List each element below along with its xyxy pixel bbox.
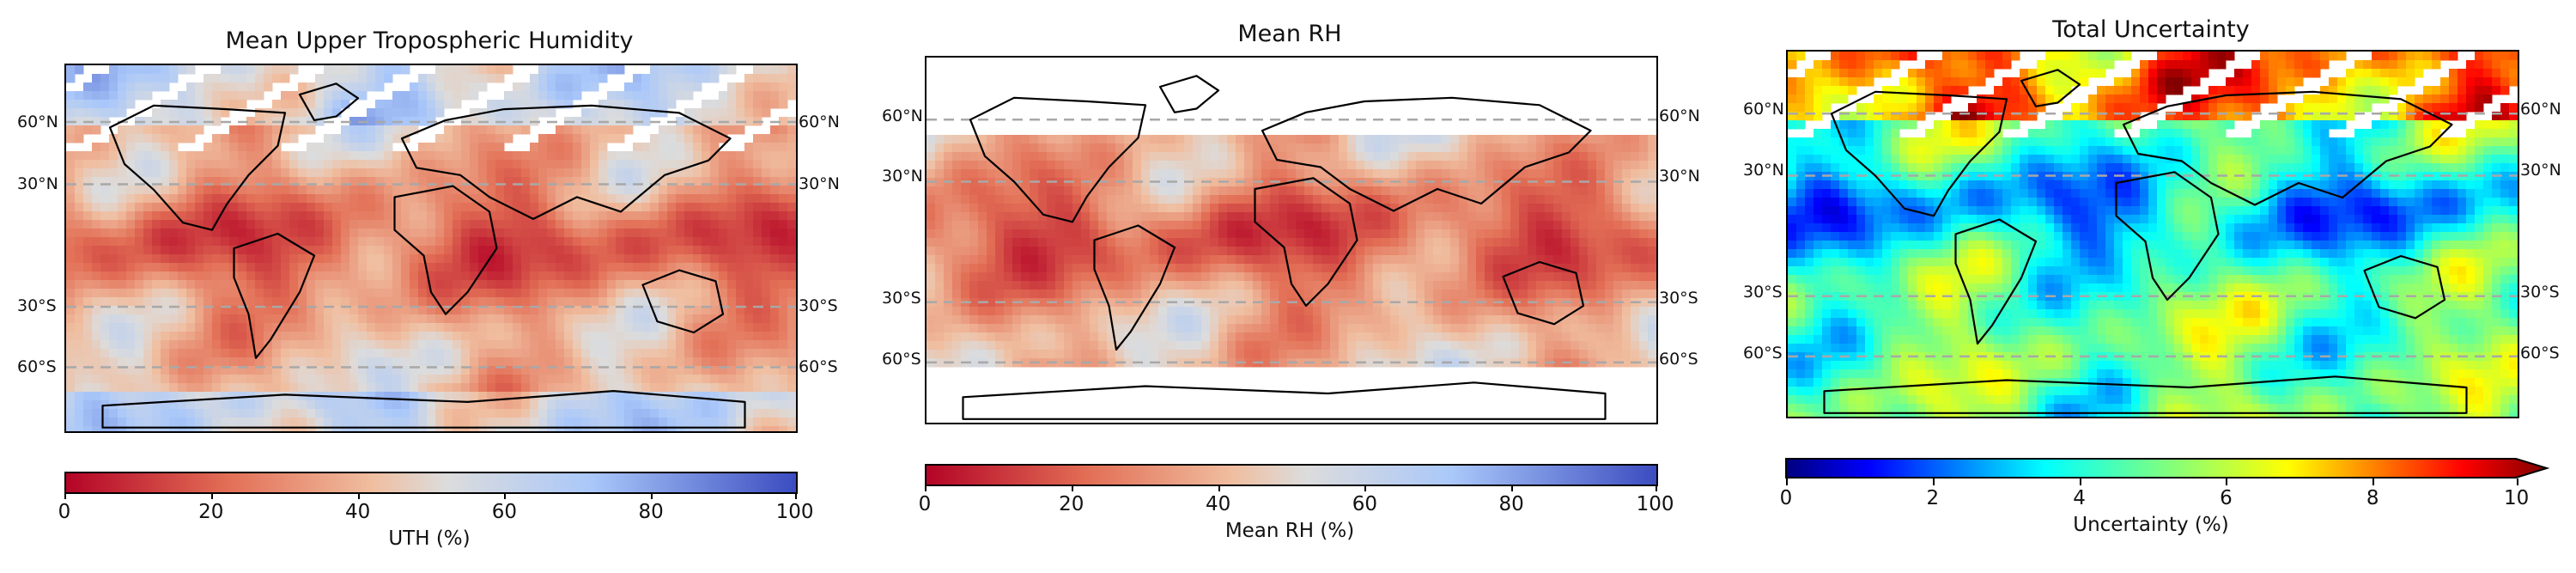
colorbar-tick: 6 [2220, 487, 2233, 509]
colorbar-label: Uncertainty (%) [2073, 514, 2229, 536]
map-area [1786, 50, 2519, 418]
lat-label-60n-right: 60°N [2520, 100, 2561, 119]
colorbar-ticks: 0 2 4 6 8 10 [1780, 479, 2529, 509]
panel-title: Mean RH [1237, 21, 1342, 47]
colorbar-tick: 2 [1926, 487, 1940, 509]
lat-label-30s-right: 30°S [799, 296, 838, 315]
colorbar-ticks: 0 20 40 60 80 100 [58, 492, 814, 523]
colorbar-tick: 20 [1059, 493, 1084, 515]
uncertainty-map-panel: Total Uncertainty 60°N 30°N 30°S 60°S 60… [1717, 0, 2576, 573]
lat-label-60s-left: 60°S [17, 357, 57, 376]
uncertainty-colorbar [1785, 458, 2550, 479]
colorbar-tick: 10 [2503, 487, 2530, 509]
mean-rh-map-panel: Mean RH 60°N 30°N 30°S 60°S 60°N 30°N 30… [859, 0, 1717, 573]
lat-label-60n-right: 60°N [1659, 107, 1700, 125]
mean-rh-colorbar [925, 464, 1658, 486]
colorbar-tick: 0 [1779, 487, 1793, 509]
uth-map [66, 65, 796, 431]
lat-label-60n-left: 60°N [882, 107, 923, 125]
colorbar-tick: 80 [1498, 493, 1524, 515]
uncertainty-map [1788, 52, 2518, 417]
colorbar-tick: 20 [198, 501, 224, 523]
lat-label-30s-left: 30°S [882, 289, 921, 308]
colorbar-ticks: 0 20 40 60 80 100 [919, 485, 1674, 515]
lat-label-60s-right: 60°S [799, 357, 838, 376]
lat-label-30n-right: 30°N [1659, 167, 1700, 186]
map-area [64, 64, 798, 433]
lat-label-60s-right: 60°S [2520, 344, 2560, 363]
colorbar-tick: 100 [775, 501, 814, 523]
lat-label-30n-right: 30°N [799, 174, 840, 193]
lat-label-60s-left: 60°S [882, 350, 921, 369]
colorbar-tick: 8 [2366, 487, 2379, 509]
uth-colorbar [64, 472, 798, 494]
lat-label-30n-left: 30°N [882, 167, 923, 186]
colorbar-tick: 40 [344, 501, 371, 523]
colorbar-label: Mean RH (%) [1224, 520, 1355, 542]
colorbar-tick: 100 [1636, 493, 1674, 515]
colorbar-tick: 4 [2073, 487, 2086, 509]
lat-label-30s-right: 30°S [2520, 283, 2560, 302]
uth-map-panel: Mean Upper Tropospheric Humidity 60°N 30… [0, 0, 859, 573]
colorbar-tick: 60 [491, 501, 518, 523]
lat-label-60n-left: 60°N [1743, 100, 1784, 119]
lat-label-60s-left: 60°S [1743, 344, 1783, 363]
colorbar-label: UTH (%) [388, 527, 471, 550]
lat-label-30s-left: 30°S [17, 296, 57, 315]
mean-rh-map [927, 75, 1656, 420]
colorbar-tick: 0 [58, 501, 71, 523]
lat-label-60n-left: 60°N [17, 113, 58, 131]
colorbar-tick: 60 [1352, 493, 1378, 515]
lat-label-60s-right: 60°S [1659, 350, 1698, 369]
map-area [925, 56, 1658, 424]
colorbar-tick: 0 [918, 493, 932, 515]
panel-title: Mean Upper Tropospheric Humidity [225, 27, 634, 54]
lat-label-30n-left: 30°N [17, 174, 58, 193]
lat-label-60n-right: 60°N [799, 113, 840, 131]
colorbar-tick: 80 [638, 501, 664, 523]
lat-label-30s-right: 30°S [1659, 289, 1698, 308]
lat-label-30n-right: 30°N [2520, 161, 2561, 180]
panel-title: Total Uncertainty [2052, 16, 2250, 43]
lat-label-30s-left: 30°S [1743, 283, 1783, 302]
lat-label-30n-left: 30°N [1743, 161, 1784, 180]
colorbar-tick: 40 [1205, 493, 1231, 515]
